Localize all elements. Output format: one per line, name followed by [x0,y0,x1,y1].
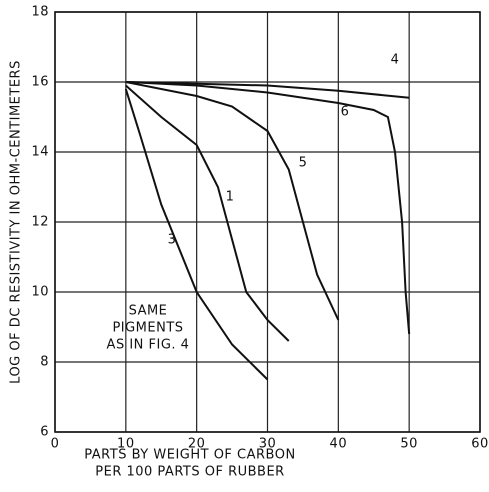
y-tick-label: 12 [31,215,49,230]
x-tick-label: 40 [330,437,348,452]
line [125,84,290,342]
plot-frame [54,11,481,433]
x-tick-label: 50 [400,437,418,452]
annotation: AS IN FIG. 4 [107,338,190,353]
y-axis-label: LOG OF DC RESISTIVITY IN OHM-CENTIMETERS [9,60,24,384]
annotation: PIGMENTS [112,321,183,336]
line [124,88,269,381]
line [125,81,410,99]
y-tick-label: 8 [40,355,49,370]
y-tick-label: 6 [40,425,49,440]
x-tick-label: 10 [117,437,135,452]
y-tick-label: 16 [31,75,49,90]
series-label: 4 [391,53,400,68]
x-axis-label: PER 100 PARTS OF RUBBER [95,465,284,480]
line [125,81,340,321]
x-tick-label: 60 [471,437,489,452]
x-tick-label: 20 [188,437,206,452]
x-tick-label: 30 [259,437,277,452]
line [125,81,411,335]
x-axis-label: PARTS BY WEIGHT OF CARBON [84,448,295,463]
annotation: SAME [129,304,168,319]
series-label: 6 [341,105,350,120]
series-label: 1 [226,190,235,205]
y-tick-label: 18 [31,5,49,20]
series-label: 3 [168,233,177,248]
series-label: 5 [299,156,308,171]
y-tick-label: 10 [31,285,49,300]
x-tick-label: 0 [51,437,60,452]
y-tick-label: 14 [31,145,49,160]
